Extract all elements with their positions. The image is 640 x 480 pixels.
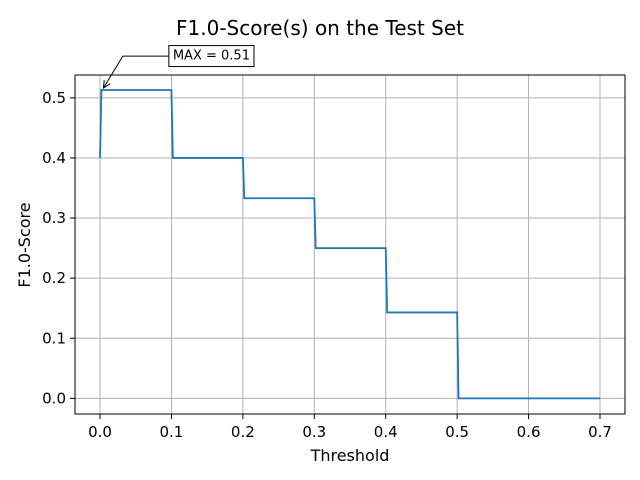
axis-ticks: 0.0 0.1 0.2 0.3 0.4 0.5 0.6 0.7 0.0 0.1 0.2 0.3 0.4 0… <box>42 89 612 441</box>
max-annotation: MAX = 0.51 <box>102 45 255 90</box>
x-tick-label: 0.2 <box>231 423 255 441</box>
x-tick-label: 0.3 <box>302 423 326 441</box>
max-annotation-arrow <box>103 55 169 89</box>
y-tick-label: 0.4 <box>42 149 66 167</box>
x-axis-label: Threshold <box>310 446 390 465</box>
x-tick-label: 0.4 <box>374 423 398 441</box>
y-tick-label: 0.2 <box>42 269 66 287</box>
series-layer <box>99 89 600 400</box>
x-tick-label: 0.7 <box>588 423 612 441</box>
y-axis-label: F1.0-Score <box>15 202 34 287</box>
plot-frame <box>74 74 626 415</box>
grid-lines <box>75 75 625 414</box>
chart-title: F1.0-Score(s) on the Test Set <box>176 16 464 40</box>
y-tick-label: 0.1 <box>42 329 66 347</box>
y-tick-label: 0.5 <box>42 89 66 107</box>
max-annotation-arrowhead <box>102 80 111 90</box>
x-tick-label: 0.1 <box>159 423 183 441</box>
x-tick-label: 0.0 <box>88 423 112 441</box>
y-tick-label: 0.0 <box>42 389 66 407</box>
max-annotation-text: MAX = 0.51 <box>173 49 250 64</box>
x-tick-label: 0.6 <box>517 423 541 441</box>
x-tick-label: 0.5 <box>445 423 469 441</box>
y-tick-label: 0.3 <box>42 209 66 227</box>
f1-score-line <box>99 89 600 400</box>
